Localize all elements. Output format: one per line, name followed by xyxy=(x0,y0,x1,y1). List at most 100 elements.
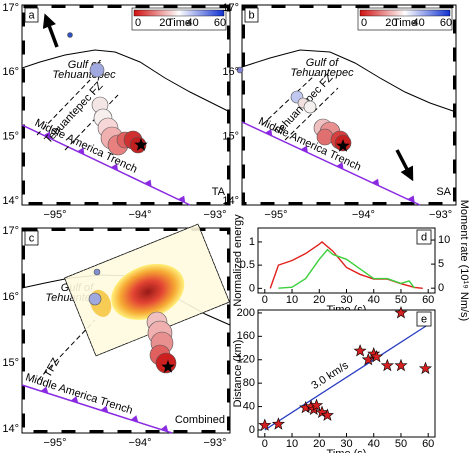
gulf-label: Tehuantepec xyxy=(290,67,354,79)
colorbar-tick-label: 60 xyxy=(440,17,452,29)
panel-label: d xyxy=(421,231,427,243)
lon-tick-label: −93° xyxy=(429,209,452,221)
x-tick-label: 0 xyxy=(262,294,268,306)
lat-tick-label: 14° xyxy=(222,195,239,207)
x-tick-label: 60 xyxy=(422,438,434,450)
x-tick-label: 0 xyxy=(262,438,268,450)
lat-tick-label: 14° xyxy=(2,195,19,207)
panel-label: b xyxy=(248,9,254,21)
lon-tick-label: −95° xyxy=(264,209,287,221)
colorbar xyxy=(359,9,451,17)
event-circle xyxy=(303,100,317,114)
colorbar-tick-label: 40 xyxy=(187,17,199,29)
colorbar-tick-label: 20 xyxy=(385,17,397,29)
event-circle xyxy=(155,352,177,374)
trench-tooth xyxy=(336,162,344,170)
x-tick-label: 30 xyxy=(340,294,352,306)
trench-tooth xyxy=(77,147,85,155)
trench-tooth xyxy=(144,179,152,187)
fracture-zone xyxy=(284,87,339,141)
panel-label: c xyxy=(29,232,35,244)
y-tick-label: 200 xyxy=(237,307,255,319)
x-tick-label: 20 xyxy=(313,294,325,306)
lat-tick-label: 16° xyxy=(2,66,19,78)
y2-tick-label: 10 xyxy=(438,234,450,246)
star-point xyxy=(394,358,408,372)
lat-tick-label: 17° xyxy=(2,2,19,14)
trench xyxy=(21,384,173,434)
event-circle xyxy=(316,128,334,146)
lon-tick-label: −93° xyxy=(203,209,226,221)
lat-tick-label: 15° xyxy=(2,131,19,143)
gulf-label: Tehuantepec xyxy=(52,69,116,81)
panel-corner-text: TA xyxy=(212,186,226,198)
mainshock-star xyxy=(336,139,350,152)
slip-patch xyxy=(111,263,185,320)
star-point xyxy=(320,408,334,421)
slip-inset xyxy=(63,223,231,357)
trench-tooth xyxy=(43,131,51,139)
x-tick-label: 40 xyxy=(368,294,380,306)
lat-tick-label: 17° xyxy=(2,225,19,237)
star-point xyxy=(309,398,324,412)
event-circle xyxy=(89,62,105,78)
panel-label-box xyxy=(244,7,259,23)
colorbar-tick-label: 0 xyxy=(135,17,141,29)
x-tick-label: 10 xyxy=(286,294,298,306)
trench-tooth xyxy=(100,405,109,413)
trench-tooth xyxy=(177,195,186,203)
lon-tick-label: −95° xyxy=(43,209,66,221)
star-point xyxy=(418,361,433,375)
y-tick-label: 0.5 xyxy=(240,259,255,271)
y-tick-label: 80 xyxy=(243,377,255,389)
event-circle xyxy=(67,32,73,38)
map-panel: Middle America TrenchTFZGulf ofTehuantep… xyxy=(21,223,231,434)
map-frame xyxy=(242,5,456,205)
fracture-zone xyxy=(261,74,316,126)
lat-tick-label: 15° xyxy=(222,131,239,143)
map-background xyxy=(21,4,231,206)
lon-tick-label: −94° xyxy=(128,437,151,449)
colorbar-tick-label: 40 xyxy=(413,17,425,29)
event-circle xyxy=(236,66,244,74)
star-point xyxy=(315,405,329,419)
lon-tick-label: −95° xyxy=(43,437,66,449)
x-tick-label: 60 xyxy=(422,294,434,306)
trench-tooth xyxy=(110,163,119,171)
y-axis-label: Normalized energy xyxy=(232,214,244,307)
y-tick-label: 0 xyxy=(249,424,255,436)
trench-tooth xyxy=(265,129,273,137)
trench xyxy=(241,121,421,206)
y-tick-label: 160 xyxy=(237,330,255,342)
panel-label-box xyxy=(24,230,39,246)
star-point xyxy=(394,306,408,319)
panel-label-box xyxy=(416,311,432,327)
lat-tick-label: 15° xyxy=(2,357,19,369)
motion-arrow xyxy=(42,13,59,48)
mainshock-star xyxy=(161,360,175,373)
gulf-label: Gulf of xyxy=(306,57,339,69)
y-tick-label: 120 xyxy=(237,354,255,366)
lon-tick-label: −93° xyxy=(203,437,226,449)
map-frame xyxy=(22,228,230,433)
panel-label-box xyxy=(24,7,39,23)
event-circle xyxy=(93,268,101,276)
coastline xyxy=(21,49,231,113)
y-tick-label: 0 xyxy=(249,282,255,294)
star-point xyxy=(271,417,285,430)
panel-label: a xyxy=(28,9,35,21)
mainshock-star xyxy=(134,138,148,151)
star-point xyxy=(361,352,375,366)
y-axis-label: Distance (km) xyxy=(232,340,244,408)
panel-label: e xyxy=(421,313,427,325)
trench-tooth xyxy=(407,195,415,203)
trench-tooth xyxy=(40,386,49,394)
plot-frame xyxy=(257,227,436,294)
lon-tick-label: −94° xyxy=(128,209,151,221)
lon-tick-label: −94° xyxy=(352,209,375,221)
event-circle xyxy=(88,292,102,306)
colorbar-title: Time xyxy=(393,17,417,29)
trench-tooth xyxy=(160,424,169,432)
x-tick-label: 30 xyxy=(340,438,352,450)
